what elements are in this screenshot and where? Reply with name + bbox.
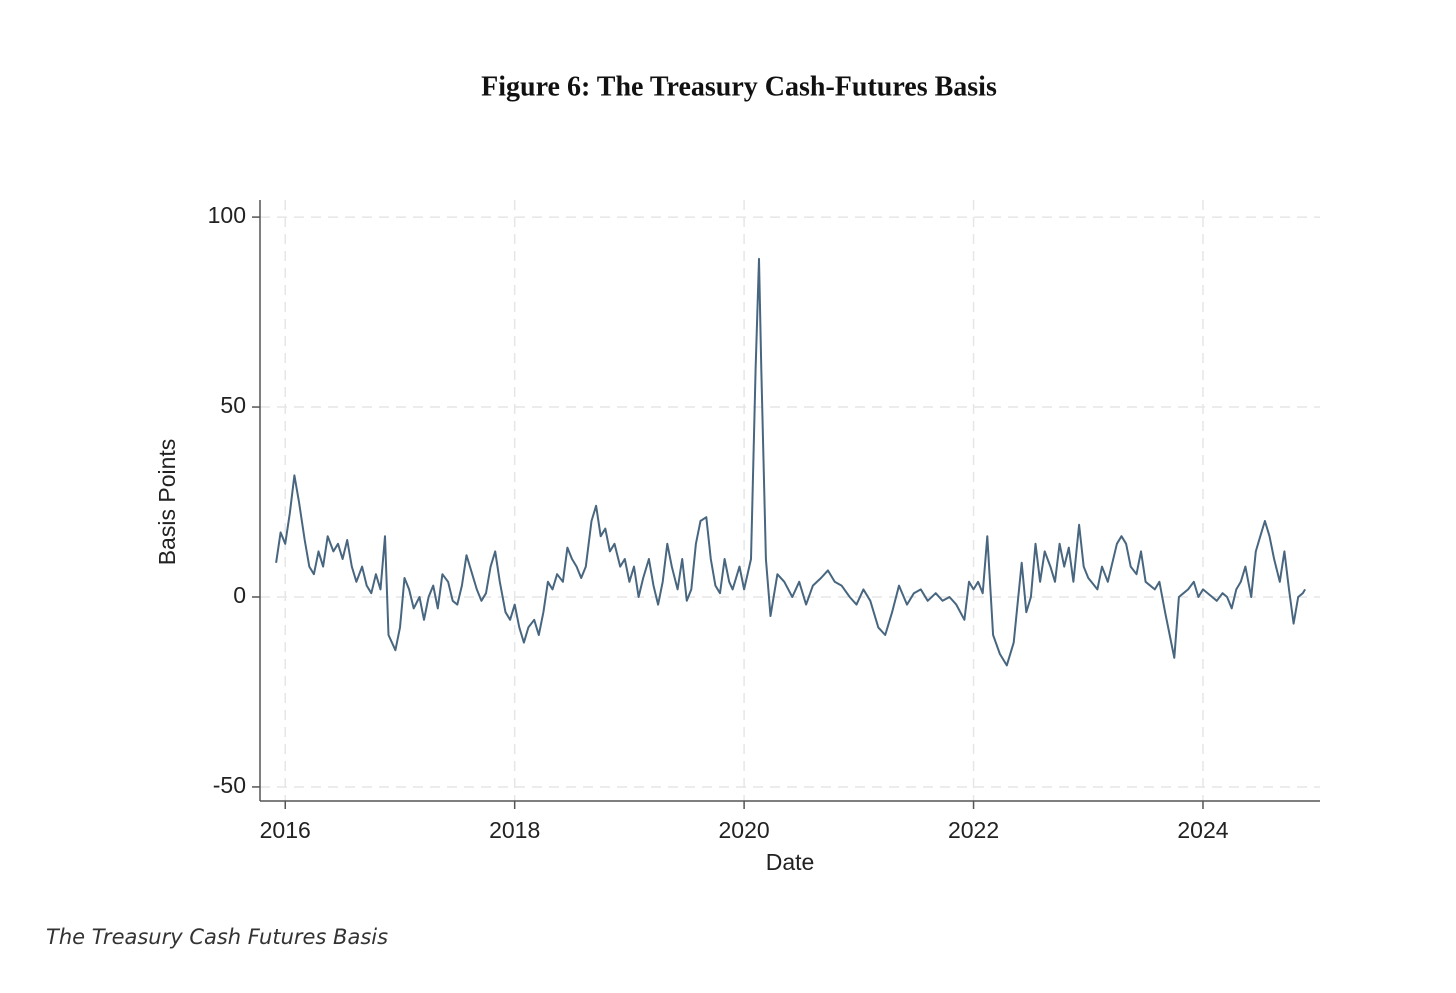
- x-tick-label: 2022: [948, 817, 999, 843]
- y-tick-label: 0: [233, 582, 246, 608]
- x-tick-label: 2024: [1177, 817, 1228, 843]
- y-axis-label: Basis Points: [154, 439, 180, 566]
- chart-title: Figure 6: The Treasury Cash-Futures Basi…: [481, 71, 997, 102]
- y-tick-label: 100: [208, 202, 246, 228]
- x-tick-label: 2018: [489, 817, 540, 843]
- x-tick-label: 2016: [260, 817, 311, 843]
- data-line: [275, 257, 1306, 667]
- y-tick-label: -50: [213, 772, 246, 798]
- caption: The Treasury Cash Futures Basis: [46, 925, 388, 949]
- x-axis-label: Date: [766, 849, 815, 875]
- y-tick-label: 50: [220, 392, 246, 418]
- x-tick-label: 2020: [719, 817, 770, 843]
